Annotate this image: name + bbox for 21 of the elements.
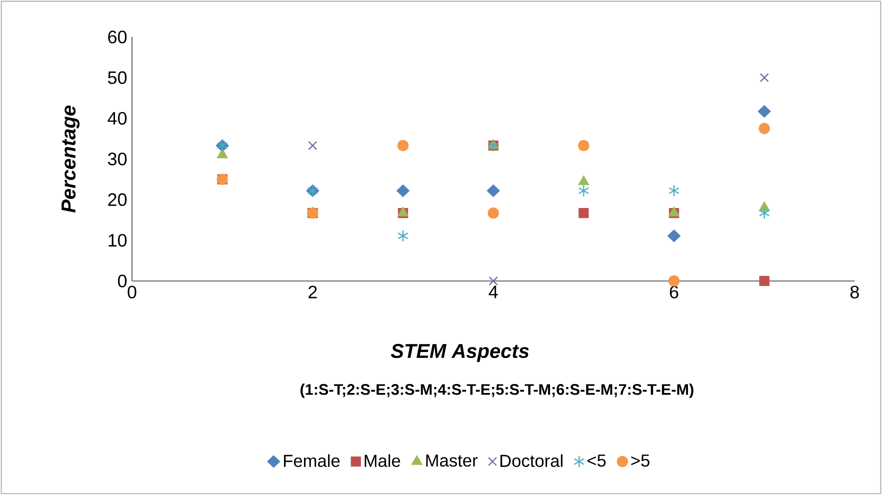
y-tick-label: 20: [108, 193, 127, 206]
y-tick-label: 60: [108, 30, 127, 44]
x-axis-title: STEM Aspects: [390, 344, 529, 362]
x-tick-label: 0: [128, 286, 136, 298]
y-tick-label: 50: [108, 71, 127, 84]
legend-label: Master: [426, 454, 478, 467]
legend-label: Doctoral: [500, 454, 562, 467]
legend-label: <5: [588, 454, 606, 467]
legend-label: Female: [284, 454, 340, 467]
y-tick-label: 40: [108, 112, 127, 125]
x-tick-label: 2: [308, 286, 317, 298]
x-tick-label: 6: [670, 286, 678, 298]
legend-label: >5: [631, 454, 650, 467]
y-tick-label: 30: [108, 152, 127, 166]
text: (1:S-T;2:S-E;3:S-M;4:S-T-E;5:S-T-M;6:S-E-M;7:S-T-E-M): [300, 384, 694, 398]
y-tick-label: 0: [118, 274, 127, 288]
y-axis-title: Percentage: [62, 106, 80, 213]
x-tick-label: 8: [850, 286, 859, 298]
y-tick-label: 10: [108, 234, 127, 247]
legend-label: Male: [364, 454, 400, 467]
x-tick-label: 4: [488, 286, 498, 298]
